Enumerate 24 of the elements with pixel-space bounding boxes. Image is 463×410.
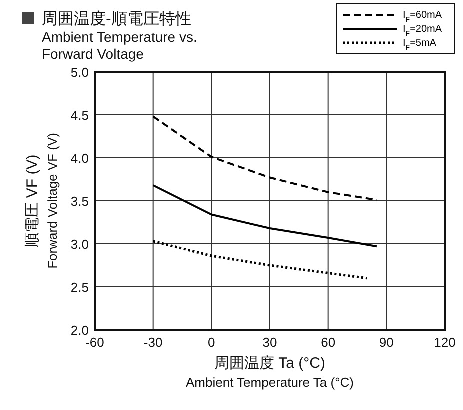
- text: I$_{F}$=5mA: [403, 38, 437, 52]
- x-tick-label: 60: [321, 335, 336, 350]
- y-tick-label: 5.0: [70, 65, 89, 80]
- line-series: [152, 116, 378, 202]
- x-tick-label: -60: [86, 335, 104, 350]
- y-tick-label: 4.0: [70, 151, 89, 166]
- y-tick-label: 3.0: [70, 237, 89, 252]
- y-axis-title: 順電圧 VF (V) Forward Voltage VF (V): [24, 133, 60, 269]
- x-tick-label: 0: [208, 335, 216, 350]
- text: I$_{F}$=60mA: [403, 10, 442, 24]
- line-series: [152, 240, 368, 280]
- chart-title: 周囲温度-順電圧特性: [42, 10, 192, 28]
- x-tick-label: 30: [262, 335, 278, 350]
- y-tick-label: 4.5: [70, 108, 89, 123]
- chart-subtitle: Ambient Temperature vs. Forward Voltage: [42, 29, 198, 62]
- line-series: [152, 184, 378, 248]
- y-tick-label: 3.5: [70, 194, 89, 209]
- y-tick-label: 2.0: [70, 323, 89, 338]
- y-tick-label: 2.5: [70, 280, 89, 295]
- x-tick-label: -30: [144, 335, 163, 350]
- x-axis-title: 周囲温度 Ta (°C) Ambient Temperature Ta (°C): [186, 355, 354, 390]
- x-tick-label: 120: [434, 335, 456, 350]
- text: I$_{F}$=20mA: [403, 24, 442, 38]
- x-tick-label: 90: [379, 335, 394, 350]
